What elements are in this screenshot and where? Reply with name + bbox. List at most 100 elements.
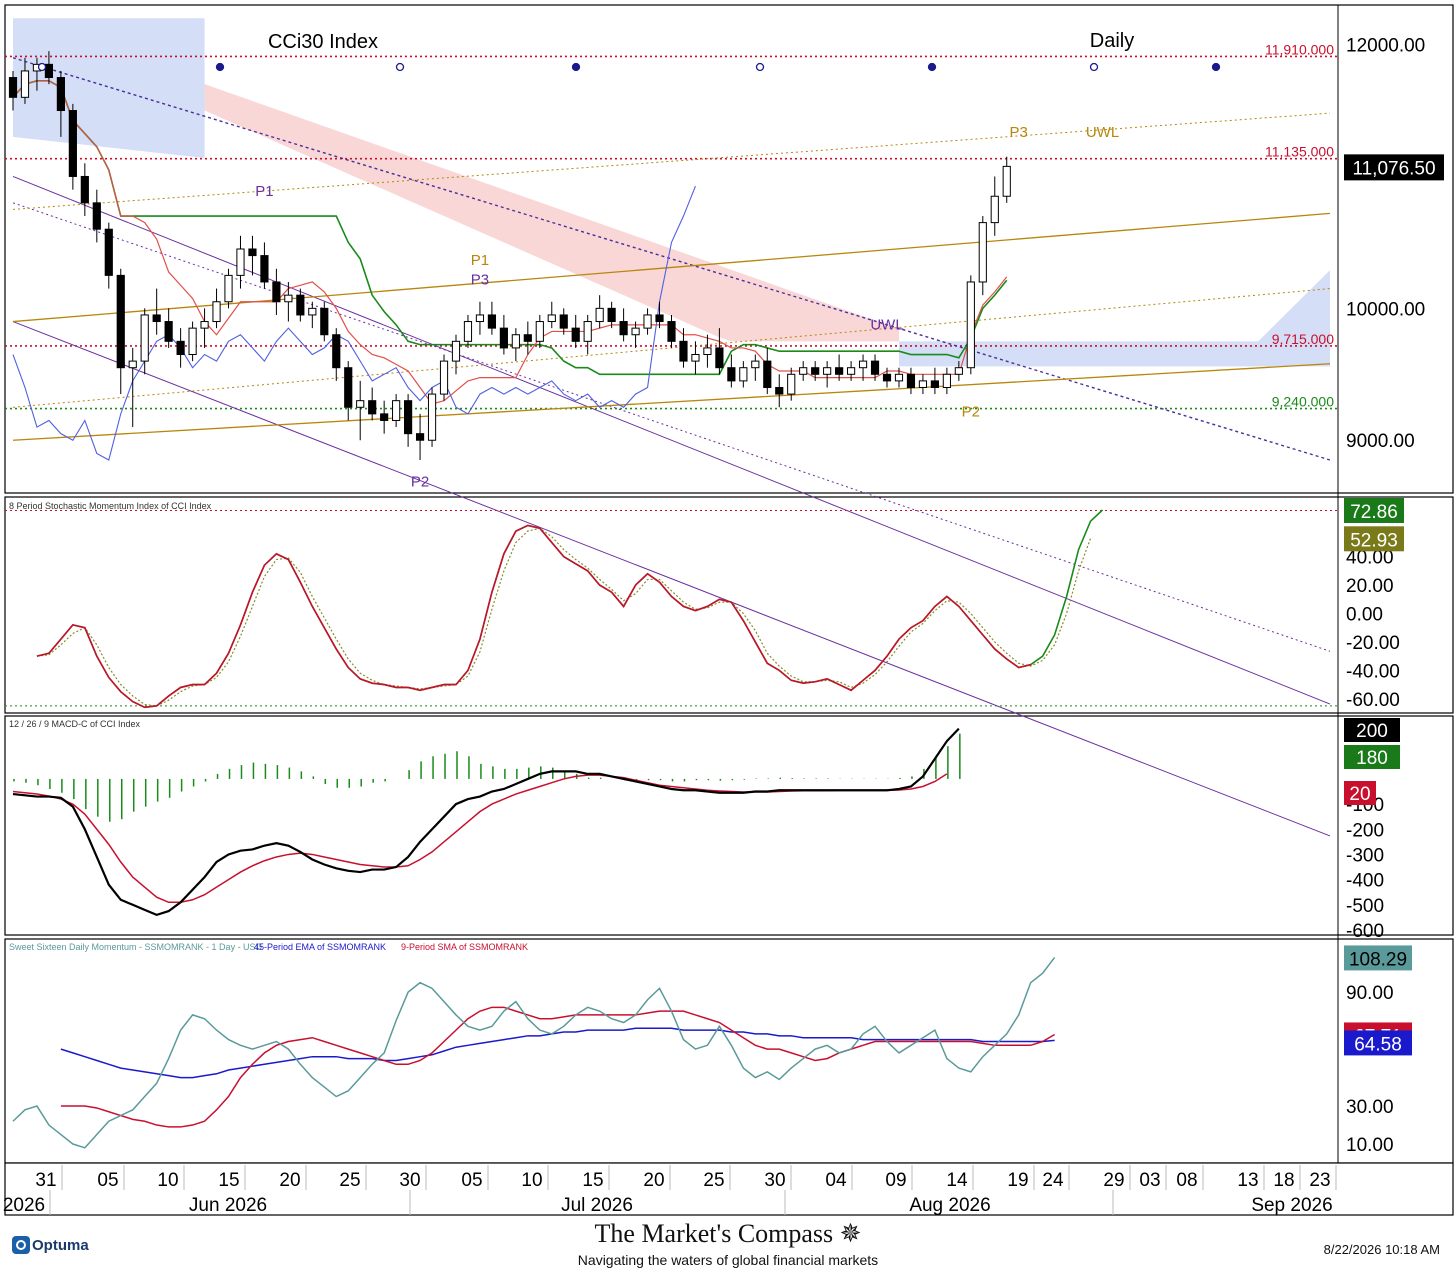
lagging-span-line (12, 185, 696, 461)
candle-body (954, 367, 963, 375)
level-label: 9,715.000 (1272, 331, 1334, 347)
cycle-marker (755, 62, 765, 72)
x-day-tick: 30 (399, 1170, 420, 1191)
x-month-label: Aug 2026 (909, 1195, 990, 1216)
candle-body (236, 248, 245, 276)
candle-body (212, 301, 221, 323)
candle-body (56, 77, 65, 112)
candle-body (451, 340, 461, 362)
x-day-tick: 25 (703, 1170, 724, 1191)
candle-body (427, 393, 437, 441)
candle-body (846, 367, 856, 375)
x-day-tick: 19 (1007, 1170, 1028, 1191)
candle-body (607, 307, 616, 323)
candle-body (882, 373, 892, 382)
macd-value-label: 20 (1349, 784, 1370, 805)
macd-title: 12 / 26 / 9 MACD-C of CCI Index (9, 719, 141, 729)
downtrend-line (12, 57, 1331, 461)
pivot-annotation: UWL (1086, 124, 1119, 141)
ssm-legend-sma: 9-Period SMA of SSMOMRANK (401, 942, 528, 952)
smi-value-box (1344, 526, 1404, 552)
candle-body (499, 327, 508, 349)
candle-body (380, 413, 389, 421)
ssm-tick-label: 10.00 (1346, 1135, 1394, 1156)
x-day-tick: 23 (1309, 1170, 1330, 1191)
macd-tick-label: -300 (1346, 845, 1384, 866)
smi-value-box (1344, 497, 1404, 523)
cycle-marker (395, 62, 405, 72)
candle-body (523, 334, 532, 342)
ssm-series-line (60, 1027, 1055, 1079)
candle-body (655, 314, 664, 323)
candle-body (487, 314, 497, 329)
footer-title-text: The Market's Compass (594, 1219, 834, 1248)
ssm-tick-label: 90.00 (1346, 983, 1394, 1004)
macd-value-box (1344, 718, 1400, 742)
candle-body (835, 367, 844, 375)
price-tick-label: 9000.00 (1346, 431, 1415, 452)
candle-body (356, 400, 365, 408)
x-month-label: Jul 2026 (561, 1195, 633, 1216)
candle-body (128, 360, 137, 369)
channel-lower-line (12, 321, 1331, 837)
smi-title: 8 Period Stochastic Momentum Index of CC… (9, 501, 212, 511)
smi-tick-label: -40.00 (1346, 661, 1400, 682)
candle-body (164, 321, 173, 342)
candle-body (811, 367, 820, 375)
candle-body (942, 373, 951, 388)
tenkan-line (12, 80, 1008, 405)
candle-body (966, 281, 975, 369)
x-axis-band (4, 1162, 1454, 1216)
panel-border (4, 4, 1454, 494)
x-day-tick: 24 (1042, 1170, 1064, 1191)
footer-timestamp: 8/22/2026 10:18 AM (1323, 1242, 1440, 1257)
smi-tick-label: 0.00 (1346, 605, 1383, 626)
candle-body (763, 360, 772, 388)
level-label: 11,910.000 (1265, 41, 1334, 57)
candle-body (727, 367, 736, 382)
channel-upper-line (12, 175, 1331, 705)
candle-body (332, 334, 341, 369)
x-day-tick: 25 (339, 1170, 360, 1191)
x-month-label: 2026 (3, 1195, 45, 1216)
candle-body (463, 321, 473, 342)
candle-body (104, 228, 113, 276)
x-month-label: Jun 2026 (189, 1195, 267, 1216)
macd-series-line (12, 727, 960, 917)
last-price-label: 11,076.50 (1352, 158, 1435, 179)
candle-body (978, 222, 987, 283)
x-day-tick: 20 (643, 1170, 664, 1191)
level-label: 9,240.000 (1272, 394, 1334, 410)
candle-body (68, 110, 77, 177)
x-day-tick: 08 (1176, 1170, 1197, 1191)
candle-body (248, 248, 257, 257)
candle-body (823, 367, 832, 375)
macd-value-box (1344, 745, 1400, 769)
macd-value-label: 200 (1356, 721, 1388, 742)
macd-value-box (1344, 781, 1376, 805)
pivot-annotation: P1 (471, 252, 489, 269)
candle-body (930, 380, 939, 388)
pivot-annotation: P3 (471, 272, 489, 289)
candle-body (415, 433, 425, 441)
panel-border (4, 715, 1454, 936)
level-label: 11,135.000 (1265, 144, 1334, 160)
candle-body (344, 367, 353, 408)
macd-tick-label: -500 (1346, 896, 1384, 917)
candle-body (691, 354, 700, 362)
candle-body (272, 281, 281, 303)
chart-timeframe: Daily (1090, 30, 1134, 52)
ssm-series-line (60, 1006, 1056, 1128)
candle-body (116, 274, 125, 369)
pitchfork-median-line (12, 212, 1331, 323)
cycle-marker (927, 62, 937, 72)
ssm-value-label: 64.58 (1354, 1034, 1402, 1055)
kijun-line (12, 80, 1008, 376)
candle-body (511, 334, 520, 349)
candle-body (8, 77, 18, 98)
x-day-tick: 05 (97, 1170, 118, 1191)
smi-value-label: 72.86 (1350, 502, 1398, 523)
macd-tick-label: -400 (1346, 871, 1384, 892)
candle-body (643, 314, 652, 329)
candle-body (224, 274, 233, 303)
